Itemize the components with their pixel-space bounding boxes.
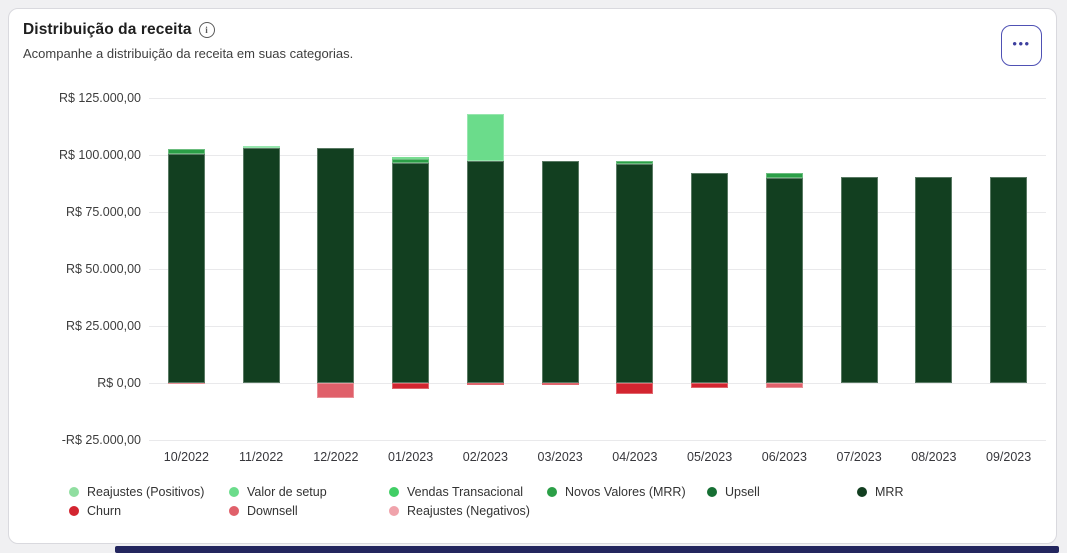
chart-title: Distribuição da receita — [23, 21, 192, 38]
bar-segment-valor-de-setup-11-2022[interactable] — [242, 146, 280, 149]
legend-item-reajustes-positivos[interactable]: Reajustes (Positivos) — [69, 485, 229, 499]
legend-item-churn[interactable]: Churn — [69, 504, 229, 518]
x-axis-label: 07/2023 — [836, 450, 882, 464]
legend-dot — [547, 486, 557, 497]
legend-item-valor-de-setup[interactable]: Valor de setup — [229, 485, 389, 499]
legend-item-vendas-transacional[interactable]: Vendas Transacional — [389, 485, 547, 499]
chart-subtitle: Acompanhe a distribuição da receita em s… — [23, 46, 354, 61]
x-axis-label: 11/2022 — [238, 450, 284, 464]
bar-segment-mrr-08-2023[interactable] — [915, 176, 953, 383]
legend-label: Novos Valores (MRR) — [565, 484, 686, 499]
x-axis-label: 02/2023 — [462, 450, 508, 464]
legend-row: Churn Downsell Reajustes (Negativos) — [69, 501, 967, 520]
gridline — [149, 269, 1046, 270]
legend-dot — [389, 486, 399, 497]
gridline — [149, 212, 1046, 213]
gridline — [149, 326, 1046, 327]
bar-segment-mrr-02-2023[interactable] — [466, 161, 504, 383]
legend-label: MRR — [875, 484, 904, 499]
legend-label: Reajustes (Negativos) — [407, 503, 530, 518]
legend-label: Reajustes (Positivos) — [87, 484, 205, 499]
legend-dot — [229, 505, 239, 516]
gridline — [149, 155, 1046, 156]
card-header: Distribuição da receita i — [23, 21, 215, 39]
legend: Reajustes (Positivos) Valor de setup Venda… — [69, 482, 967, 520]
bar-segment-mrr-04-2023[interactable] — [616, 163, 654, 383]
legend-item-novos-valores-mrr[interactable]: Novos Valores (MRR) — [547, 485, 707, 499]
bar-segment-mrr-01-2023[interactable] — [392, 163, 430, 383]
x-axis: 10/2022 11/2022 12/2022 01/2023 02/2023 03/20… — [149, 450, 1046, 464]
legend-dot — [229, 486, 239, 497]
legend-dot — [69, 505, 79, 516]
legend-label: Valor de setup — [247, 484, 327, 499]
x-axis-label: 04/2023 — [612, 450, 658, 464]
y-tick-label: R$ 100.000,00 — [58, 148, 141, 162]
x-axis-label: 06/2023 — [761, 450, 807, 464]
bar-segment-churn-03-2023[interactable] — [541, 383, 579, 386]
x-axis-label: 03/2023 — [537, 450, 583, 464]
bar-segment-mrr-03-2023[interactable] — [541, 161, 579, 383]
legend-item-upsell[interactable]: Upsell — [707, 485, 857, 499]
bar-segment-churn-01-2023[interactable] — [392, 383, 430, 389]
bar-segment-novos-valores-mrr-10-2022[interactable] — [167, 148, 205, 155]
bar-segment-mrr-07-2023[interactable] — [840, 176, 878, 383]
bar-segment-novos-valores-mrr-01-2023[interactable] — [392, 159, 430, 164]
bar-segment-churn-05-2023[interactable] — [691, 383, 729, 389]
bar-segment-novos-valores-mrr-06-2023[interactable] — [765, 173, 803, 178]
y-tick-label: R$ 0,00 — [97, 376, 141, 390]
info-icon[interactable]: i — [198, 22, 215, 38]
y-tick-label: -R$ 25.000,00 — [61, 433, 141, 447]
bar-segment-mrr-10-2022[interactable] — [167, 154, 205, 383]
plot-area — [149, 98, 1046, 441]
x-axis-label: 01/2023 — [388, 450, 434, 464]
bar-segment-churn-04-2023[interactable] — [616, 383, 654, 394]
y-axis: R$ 125.000,00 R$ 100.000,00 R$ 75.000,00 R$… — [9, 91, 141, 447]
legend-item-mrr[interactable]: MRR — [857, 485, 967, 499]
legend-dot — [69, 486, 79, 497]
y-tick-label: R$ 125.000,00 — [58, 91, 141, 105]
x-axis-label: 08/2023 — [911, 450, 957, 464]
ellipsis-icon: ••• — [1012, 36, 1031, 51]
x-axis-label: 12/2022 — [313, 450, 359, 464]
x-axis-label: 09/2023 — [986, 450, 1032, 464]
legend-item-downsell[interactable]: Downsell — [229, 504, 389, 518]
legend-dot — [707, 486, 717, 497]
legend-label: Downsell — [247, 503, 298, 518]
bar-segment-novos-valores-mrr-04-2023[interactable] — [616, 161, 654, 164]
bar-segment-downsell-12-2022[interactable] — [317, 383, 355, 398]
x-axis-label: 10/2022 — [163, 450, 209, 464]
gridline — [149, 383, 1046, 384]
card-menu-button[interactable]: ••• — [1001, 25, 1042, 66]
bar-segment-mrr-09-2023[interactable] — [990, 176, 1028, 383]
bar-segment-mrr-12-2022[interactable] — [317, 148, 355, 383]
x-axis-label: 05/2023 — [687, 450, 733, 464]
legend-item-reajustes-negativos[interactable]: Reajustes (Negativos) — [389, 504, 547, 518]
legend-dot — [857, 486, 867, 497]
bar-segment-mrr-05-2023[interactable] — [691, 173, 729, 383]
legend-dot — [389, 505, 399, 516]
legend-label: Churn — [87, 503, 122, 518]
bar-segment-downsell-10-2022[interactable] — [167, 383, 205, 385]
y-tick-label: R$ 50.000,00 — [65, 262, 141, 276]
legend-row: Reajustes (Positivos) Valor de setup Venda… — [69, 482, 967, 501]
bar-segment-vendas-transacional-01-2023[interactable] — [392, 157, 430, 160]
revenue-distribution-card: Distribuição da receita i Acompanhe a di… — [8, 8, 1057, 544]
y-tick-label: R$ 25.000,00 — [65, 319, 141, 333]
gridline — [149, 98, 1046, 99]
bar-segment-downsell-06-2023[interactable] — [765, 383, 803, 389]
bottom-accent-bar — [115, 546, 1059, 553]
bar-segment-mrr-11-2022[interactable] — [242, 148, 280, 383]
y-tick-label: R$ 75.000,00 — [65, 205, 141, 219]
legend-label: Vendas Transacional — [407, 484, 524, 499]
bar-segment-churn-02-2023[interactable] — [466, 383, 504, 385]
gridline — [149, 440, 1046, 441]
legend-label: Upsell — [725, 484, 760, 499]
bar-segment-valor-de-setup-02-2023[interactable] — [466, 114, 504, 162]
bar-segment-mrr-06-2023[interactable] — [765, 177, 803, 383]
